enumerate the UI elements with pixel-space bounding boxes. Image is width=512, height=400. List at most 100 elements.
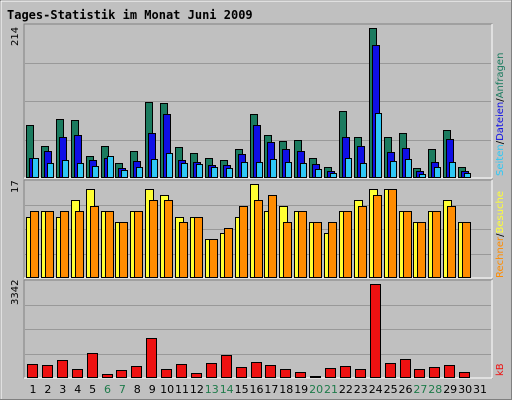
seiten-bar-day-26: [405, 159, 412, 178]
day-label-12: 12: [190, 383, 204, 396]
rechner-bar-day-6: [105, 211, 114, 278]
seiten-bar-day-23: [360, 163, 367, 178]
day-label-16: 16: [250, 383, 264, 396]
rechner-bar-day-5: [90, 206, 99, 278]
legend-dateien: Dateien: [495, 102, 506, 141]
day-label-4: 4: [74, 383, 81, 396]
kb-bar-day-12: [191, 373, 202, 378]
rechner-bar-day-1: [30, 211, 39, 278]
kb-bar-day-28: [429, 367, 440, 378]
day-label-9: 9: [149, 383, 156, 396]
rechner-bar-day-20: [313, 222, 322, 278]
day-label-5: 5: [89, 383, 96, 396]
seiten-bar-day-12: [196, 164, 203, 178]
kb-bar-day-30: [459, 372, 470, 378]
seiten-bar-day-8: [136, 167, 143, 178]
bottom-panel-legend: kB: [495, 363, 506, 376]
day-label-31: 31: [473, 383, 487, 396]
day-label-25: 25: [384, 383, 398, 396]
rechner-bar-day-2: [45, 211, 54, 278]
day-label-29: 29: [443, 383, 457, 396]
kb-bar-day-9: [146, 338, 157, 378]
kb-bar-day-16: [251, 362, 262, 378]
rechner-bar-day-27: [417, 222, 426, 278]
rechner-bar-day-23: [358, 206, 367, 278]
seiten-bar-day-27: [419, 174, 426, 178]
rechner-bar-day-24: [373, 195, 382, 278]
day-label-13: 13: [205, 383, 219, 396]
seiten-bar-day-5: [92, 166, 99, 178]
kb-bar-day-27: [414, 369, 425, 378]
kb-bar-day-17: [265, 365, 276, 378]
rechner-bar-day-26: [403, 211, 412, 278]
seiten-bar-day-6: [107, 156, 114, 178]
seiten-bar-day-17: [270, 159, 277, 178]
day-label-10: 10: [160, 383, 174, 396]
legend-separator-2: /: [495, 98, 506, 102]
rechner-bar-day-17: [268, 195, 277, 278]
kb-bar-day-5: [87, 353, 98, 378]
day-label-30: 30: [458, 383, 472, 396]
top-panel-max-label: 214: [10, 27, 21, 46]
rechner-bar-day-14: [224, 228, 233, 278]
kb-bar-day-11: [176, 364, 187, 378]
rechner-bar-day-21: [328, 222, 337, 278]
rechner-bar-day-9: [149, 200, 158, 278]
bottom-panel-bars: [27, 284, 470, 378]
rechner-bar-day-11: [179, 222, 188, 278]
kb-bar-day-2: [42, 365, 53, 378]
rechner-bar-day-10: [164, 200, 173, 278]
legend-rechner: Rechner: [495, 236, 506, 278]
seiten-bar-day-13: [211, 167, 218, 178]
legend-besuche: Besuche: [495, 191, 506, 234]
kb-bar-day-26: [400, 359, 411, 378]
kb-bar-day-10: [161, 369, 172, 378]
seiten-bar-day-11: [181, 163, 188, 178]
day-label-8: 8: [134, 383, 141, 396]
rechner-bar-day-4: [75, 211, 84, 278]
seiten-bar-day-22: [345, 158, 352, 178]
day-label-2: 2: [44, 383, 51, 396]
kb-bar-day-8: [131, 366, 142, 378]
day-label-27: 27: [413, 383, 427, 396]
kb-bar-day-1: [27, 364, 38, 378]
kb-bar-day-13: [206, 363, 217, 378]
rechner-bar-day-30: [462, 222, 471, 278]
day-label-20: 20: [309, 383, 323, 396]
legend-seiten: Seiten: [495, 144, 506, 176]
day-axis-labels: 1 2 3 4 5 6 7 8 9 10 11 12 13 14 15 16 17 18 19 20 21 22 23 24 2…: [30, 383, 488, 396]
rechner-bar-day-29: [447, 206, 456, 278]
seiten-bar-day-1: [32, 158, 39, 178]
seiten-bar-day-9: [151, 159, 158, 178]
middle-panel-legend: Rechner/Besuche: [495, 191, 506, 278]
kb-bar-day-4: [72, 369, 83, 378]
seiten-bar-day-3: [62, 160, 69, 178]
rechner-bar-day-22: [343, 211, 352, 278]
kb-bar-day-18: [280, 369, 291, 378]
day-label-21: 21: [324, 383, 338, 396]
kb-bar-day-3: [57, 360, 68, 378]
legend-separator-1: /: [495, 140, 506, 144]
seiten-bar-day-2: [47, 163, 54, 178]
seiten-bar-day-25: [390, 161, 397, 178]
day-label-18: 18: [279, 383, 293, 396]
day-label-15: 15: [235, 383, 249, 396]
seiten-bar-day-19: [300, 163, 307, 178]
top-panel-bars: [26, 28, 471, 178]
seiten-bar-day-15: [241, 162, 248, 178]
kb-bar-day-22: [340, 366, 351, 378]
seiten-bar-day-10: [166, 153, 173, 178]
kb-bar-day-25: [385, 363, 396, 378]
kb-bar-day-14: [221, 355, 232, 378]
kb-bar-day-24: [370, 284, 381, 378]
day-label-7: 7: [119, 383, 126, 396]
seiten-bar-day-7: [121, 170, 128, 178]
seiten-bar-day-20: [315, 169, 322, 178]
seiten-bar-day-16: [256, 162, 263, 178]
rechner-bar-day-15: [239, 206, 248, 278]
rechner-bar-day-28: [432, 211, 441, 278]
legend-separator-3: /: [495, 233, 506, 237]
kb-bar-day-15: [236, 367, 247, 378]
kb-bar-day-6: [102, 374, 113, 378]
